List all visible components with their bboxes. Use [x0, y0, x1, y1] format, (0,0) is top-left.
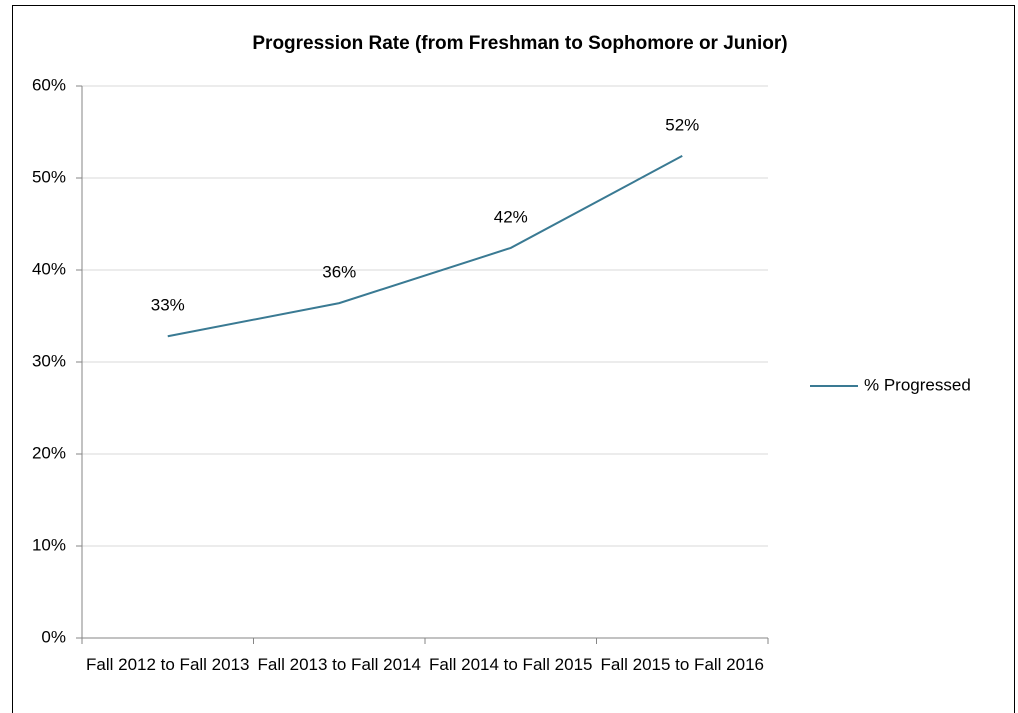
y-tick-label: 30%	[32, 351, 66, 370]
data-label: 42%	[494, 207, 528, 226]
x-tick-label: Fall 2015 to Fall 2016	[600, 655, 765, 674]
x-tick-label: Fall 2012 to Fall 2013	[86, 655, 250, 674]
y-tick-label: 40%	[32, 259, 66, 278]
chart-title: Progression Rate (from Freshman to Sopho…	[252, 33, 787, 54]
x-tick-label: Fall 2013 to Fall 2014	[257, 655, 422, 674]
y-tick-label: 20%	[32, 443, 66, 462]
y-tick-label: 60%	[32, 75, 66, 94]
y-tick-label: 0%	[41, 627, 66, 646]
legend-label: % Progressed	[864, 375, 971, 394]
data-label: 33%	[151, 296, 185, 315]
data-label: 36%	[322, 263, 356, 282]
chart-border	[12, 5, 1015, 713]
x-tick-label: Fall 2014 to Fall 2015	[429, 655, 593, 674]
line	[167, 155, 683, 338]
y-tick-label: 10%	[32, 535, 66, 554]
y-tick-label: 50%	[32, 167, 66, 186]
data-label: 52%	[665, 115, 699, 134]
